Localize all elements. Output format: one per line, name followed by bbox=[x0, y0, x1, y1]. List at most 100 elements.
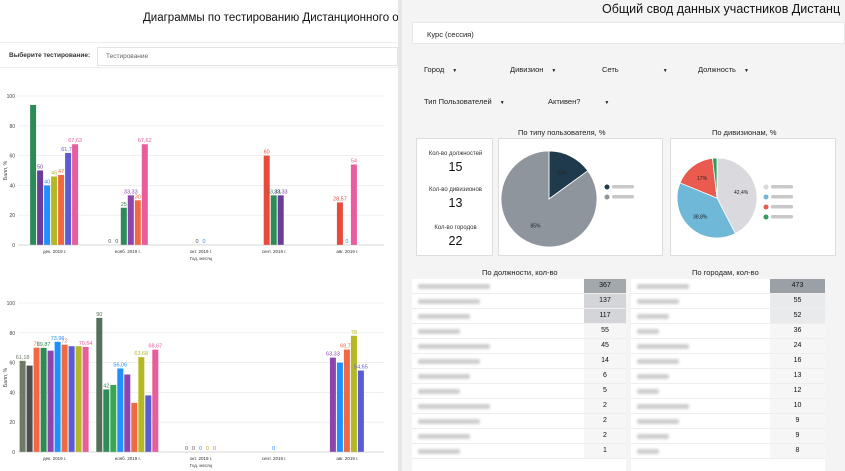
x-tick-label: окт. 2019 г. bbox=[190, 249, 212, 254]
filter-active[interactable]: Активен? ▼ bbox=[548, 97, 609, 106]
chevron-down-icon: ▼ bbox=[551, 68, 557, 74]
bar bbox=[336, 202, 343, 245]
chevron-down-icon: ▼ bbox=[662, 68, 668, 74]
bar-data-label: 0 bbox=[192, 446, 195, 452]
bar-data-label: 0 bbox=[272, 446, 275, 452]
bar-data-label: 69,87 bbox=[37, 342, 51, 348]
y-tick-label: 60 bbox=[9, 154, 15, 160]
table-row[interactable]: 6 bbox=[412, 369, 626, 384]
kpi-card: Кол-во должностей 15 Кол-во дивизионов 1… bbox=[416, 138, 493, 256]
table-row[interactable]: 117 bbox=[412, 309, 626, 324]
bar-data-label: 0 bbox=[199, 446, 202, 452]
bar bbox=[47, 350, 54, 452]
bar-data-label: 61,18 bbox=[16, 355, 30, 361]
table-row-value: 14 bbox=[584, 354, 626, 368]
table-row[interactable]: 24 bbox=[631, 339, 825, 354]
table-row[interactable]: 55 bbox=[631, 294, 825, 309]
bar-data-label: 73,96 bbox=[51, 336, 65, 342]
table-row[interactable]: 9 bbox=[631, 429, 825, 444]
table-row[interactable]: 137 bbox=[412, 294, 626, 309]
table-row[interactable]: 8 bbox=[631, 444, 825, 459]
table-row[interactable]: 5 bbox=[412, 384, 626, 399]
table-row[interactable]: 12 bbox=[631, 384, 825, 399]
table-row[interactable]: 36 bbox=[631, 324, 825, 339]
table-row[interactable]: 9 bbox=[631, 414, 825, 429]
table-row-value: 36 bbox=[770, 324, 825, 338]
table-row-name bbox=[637, 314, 669, 319]
table-row-name bbox=[418, 344, 490, 349]
table-row[interactable]: 367 bbox=[412, 279, 626, 294]
test-selector-label: Выберите тестирование: bbox=[9, 52, 91, 59]
bar-data-label: 67,63 bbox=[68, 138, 82, 144]
filter-position[interactable]: Должность ▼ bbox=[698, 65, 749, 74]
bar bbox=[44, 185, 51, 245]
pie-user-type-card: 15% 85% bbox=[498, 138, 663, 256]
bar bbox=[141, 144, 148, 245]
table-row-value: 13 bbox=[770, 369, 825, 383]
bar bbox=[350, 335, 357, 452]
bar-data-label: 68,75 bbox=[340, 344, 354, 350]
table-row[interactable]: 2 bbox=[412, 414, 626, 429]
filter-city[interactable]: Город ▼ bbox=[424, 65, 457, 74]
pie-divisions-card: 42,4% 38,8% 17% bbox=[670, 138, 836, 256]
kpi-divisions-value: 13 bbox=[448, 196, 463, 210]
bar-data-label: 42 bbox=[103, 383, 109, 389]
bar bbox=[33, 347, 40, 452]
filter-division[interactable]: Дивизион ▼ bbox=[510, 65, 556, 74]
bar-data-label: 70,54 bbox=[79, 341, 93, 347]
bar-data-label: 70 bbox=[34, 342, 40, 348]
bar-data-label: 33,33 bbox=[274, 189, 288, 195]
right-panel: Общий свод данных участников Дистанц Кур… bbox=[402, 0, 845, 471]
table-row[interactable]: 2 bbox=[412, 429, 626, 444]
x-tick-label: авг. 2019 г. bbox=[336, 249, 358, 254]
table-row[interactable]: 473 bbox=[631, 279, 825, 294]
table-row[interactable]: 13 bbox=[631, 369, 825, 384]
table-row-name bbox=[637, 419, 679, 424]
table-row-name bbox=[637, 449, 659, 454]
kpi-cities-value: 22 bbox=[448, 234, 463, 248]
table-row[interactable]: 1 bbox=[412, 444, 626, 459]
y-axis-label: Балл, % bbox=[3, 367, 9, 387]
filter-user-type[interactable]: Тип Пользователей ▼ bbox=[424, 97, 505, 106]
bar-data-label: 54 bbox=[351, 159, 357, 165]
table-row-name bbox=[418, 374, 470, 379]
bar bbox=[263, 155, 270, 245]
legend-label bbox=[771, 215, 793, 219]
filter-network[interactable]: Сеть ▼ bbox=[602, 65, 668, 74]
y-tick-label: 40 bbox=[9, 390, 15, 396]
table-row[interactable]: 45 bbox=[412, 339, 626, 354]
pie-slice-label: 85% bbox=[530, 224, 541, 230]
bar-data-label: 56,06 bbox=[113, 362, 127, 368]
legend-marker bbox=[763, 204, 769, 210]
pie-divisions-title: По дивизионам, % bbox=[712, 128, 777, 137]
bar bbox=[277, 195, 284, 245]
table-row[interactable]: 55 bbox=[412, 324, 626, 339]
table-row[interactable]: 16 bbox=[631, 354, 825, 369]
table-row-value: 55 bbox=[584, 324, 626, 338]
bar-data-label: 54,65 bbox=[354, 365, 368, 371]
panel-divider[interactable] bbox=[398, 0, 402, 471]
bar bbox=[117, 368, 124, 452]
bar bbox=[350, 164, 357, 245]
test-selector-dropdown[interactable]: Тестирование bbox=[97, 47, 398, 66]
x-tick-label: авг. 2019 г. bbox=[336, 456, 358, 461]
table-row-value: 52 bbox=[770, 309, 825, 323]
table-row[interactable]: 2 bbox=[412, 399, 626, 414]
y-tick-label: 60 bbox=[9, 361, 15, 367]
bar bbox=[58, 174, 65, 245]
kpi-divisions-label: Кол-во дивизионов bbox=[429, 187, 482, 193]
bar bbox=[82, 346, 89, 452]
bar-data-label: 28,57 bbox=[333, 196, 347, 202]
y-tick-label: 20 bbox=[9, 213, 15, 219]
y-tick-label: 80 bbox=[9, 124, 15, 130]
bar bbox=[138, 357, 145, 452]
table-row[interactable]: 14 bbox=[412, 354, 626, 369]
bar bbox=[145, 395, 152, 452]
bar bbox=[124, 374, 131, 452]
table-row[interactable]: 52 bbox=[631, 309, 825, 324]
x-tick-label: нояб. 2019 г. bbox=[115, 249, 141, 254]
course-session-filter[interactable]: Курс (сессия) bbox=[412, 22, 845, 44]
table-row[interactable]: 10 bbox=[631, 399, 825, 414]
table-row-name bbox=[637, 329, 659, 334]
bar-data-label: 0 bbox=[195, 239, 198, 245]
